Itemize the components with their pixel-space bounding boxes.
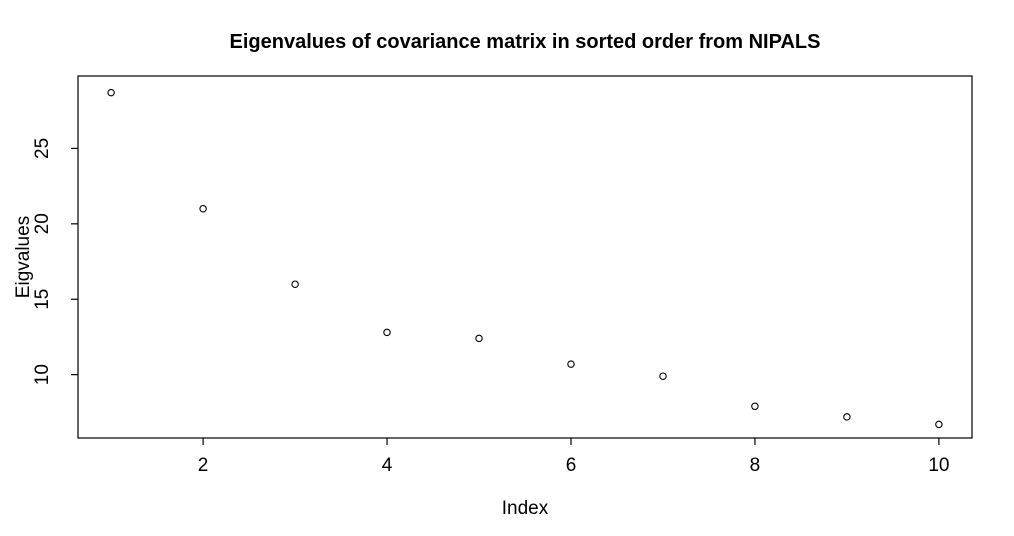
x-tick-label: 6 xyxy=(566,455,577,476)
x-tick-label: 10 xyxy=(928,455,949,476)
y-axis-label: Eigvalues xyxy=(13,216,34,298)
x-axis-label: Index xyxy=(502,498,549,519)
y-tick-label: 25 xyxy=(32,138,53,159)
y-tick-label: 15 xyxy=(32,289,53,310)
y-tick-label: 10 xyxy=(32,364,53,385)
data-point xyxy=(567,360,575,368)
x-tick-label: 2 xyxy=(198,455,209,476)
x-tick-label: 8 xyxy=(750,455,761,476)
data-point xyxy=(475,334,483,343)
y-tick-label: 20 xyxy=(32,213,53,234)
data-point xyxy=(383,328,391,337)
plot-content: 2 4 6 8 10 10 15 20 25 xyxy=(32,75,973,476)
chart-title: Eigenvalues of covariance matrix in sort… xyxy=(230,31,821,53)
plot-box xyxy=(77,75,973,439)
data-point xyxy=(751,402,759,411)
data-point xyxy=(843,413,851,421)
data-point xyxy=(107,88,115,97)
data-point xyxy=(935,420,943,429)
data-point xyxy=(659,372,667,380)
data-point xyxy=(291,280,299,288)
x-tick-label: 4 xyxy=(382,455,393,476)
data-point xyxy=(199,204,207,213)
